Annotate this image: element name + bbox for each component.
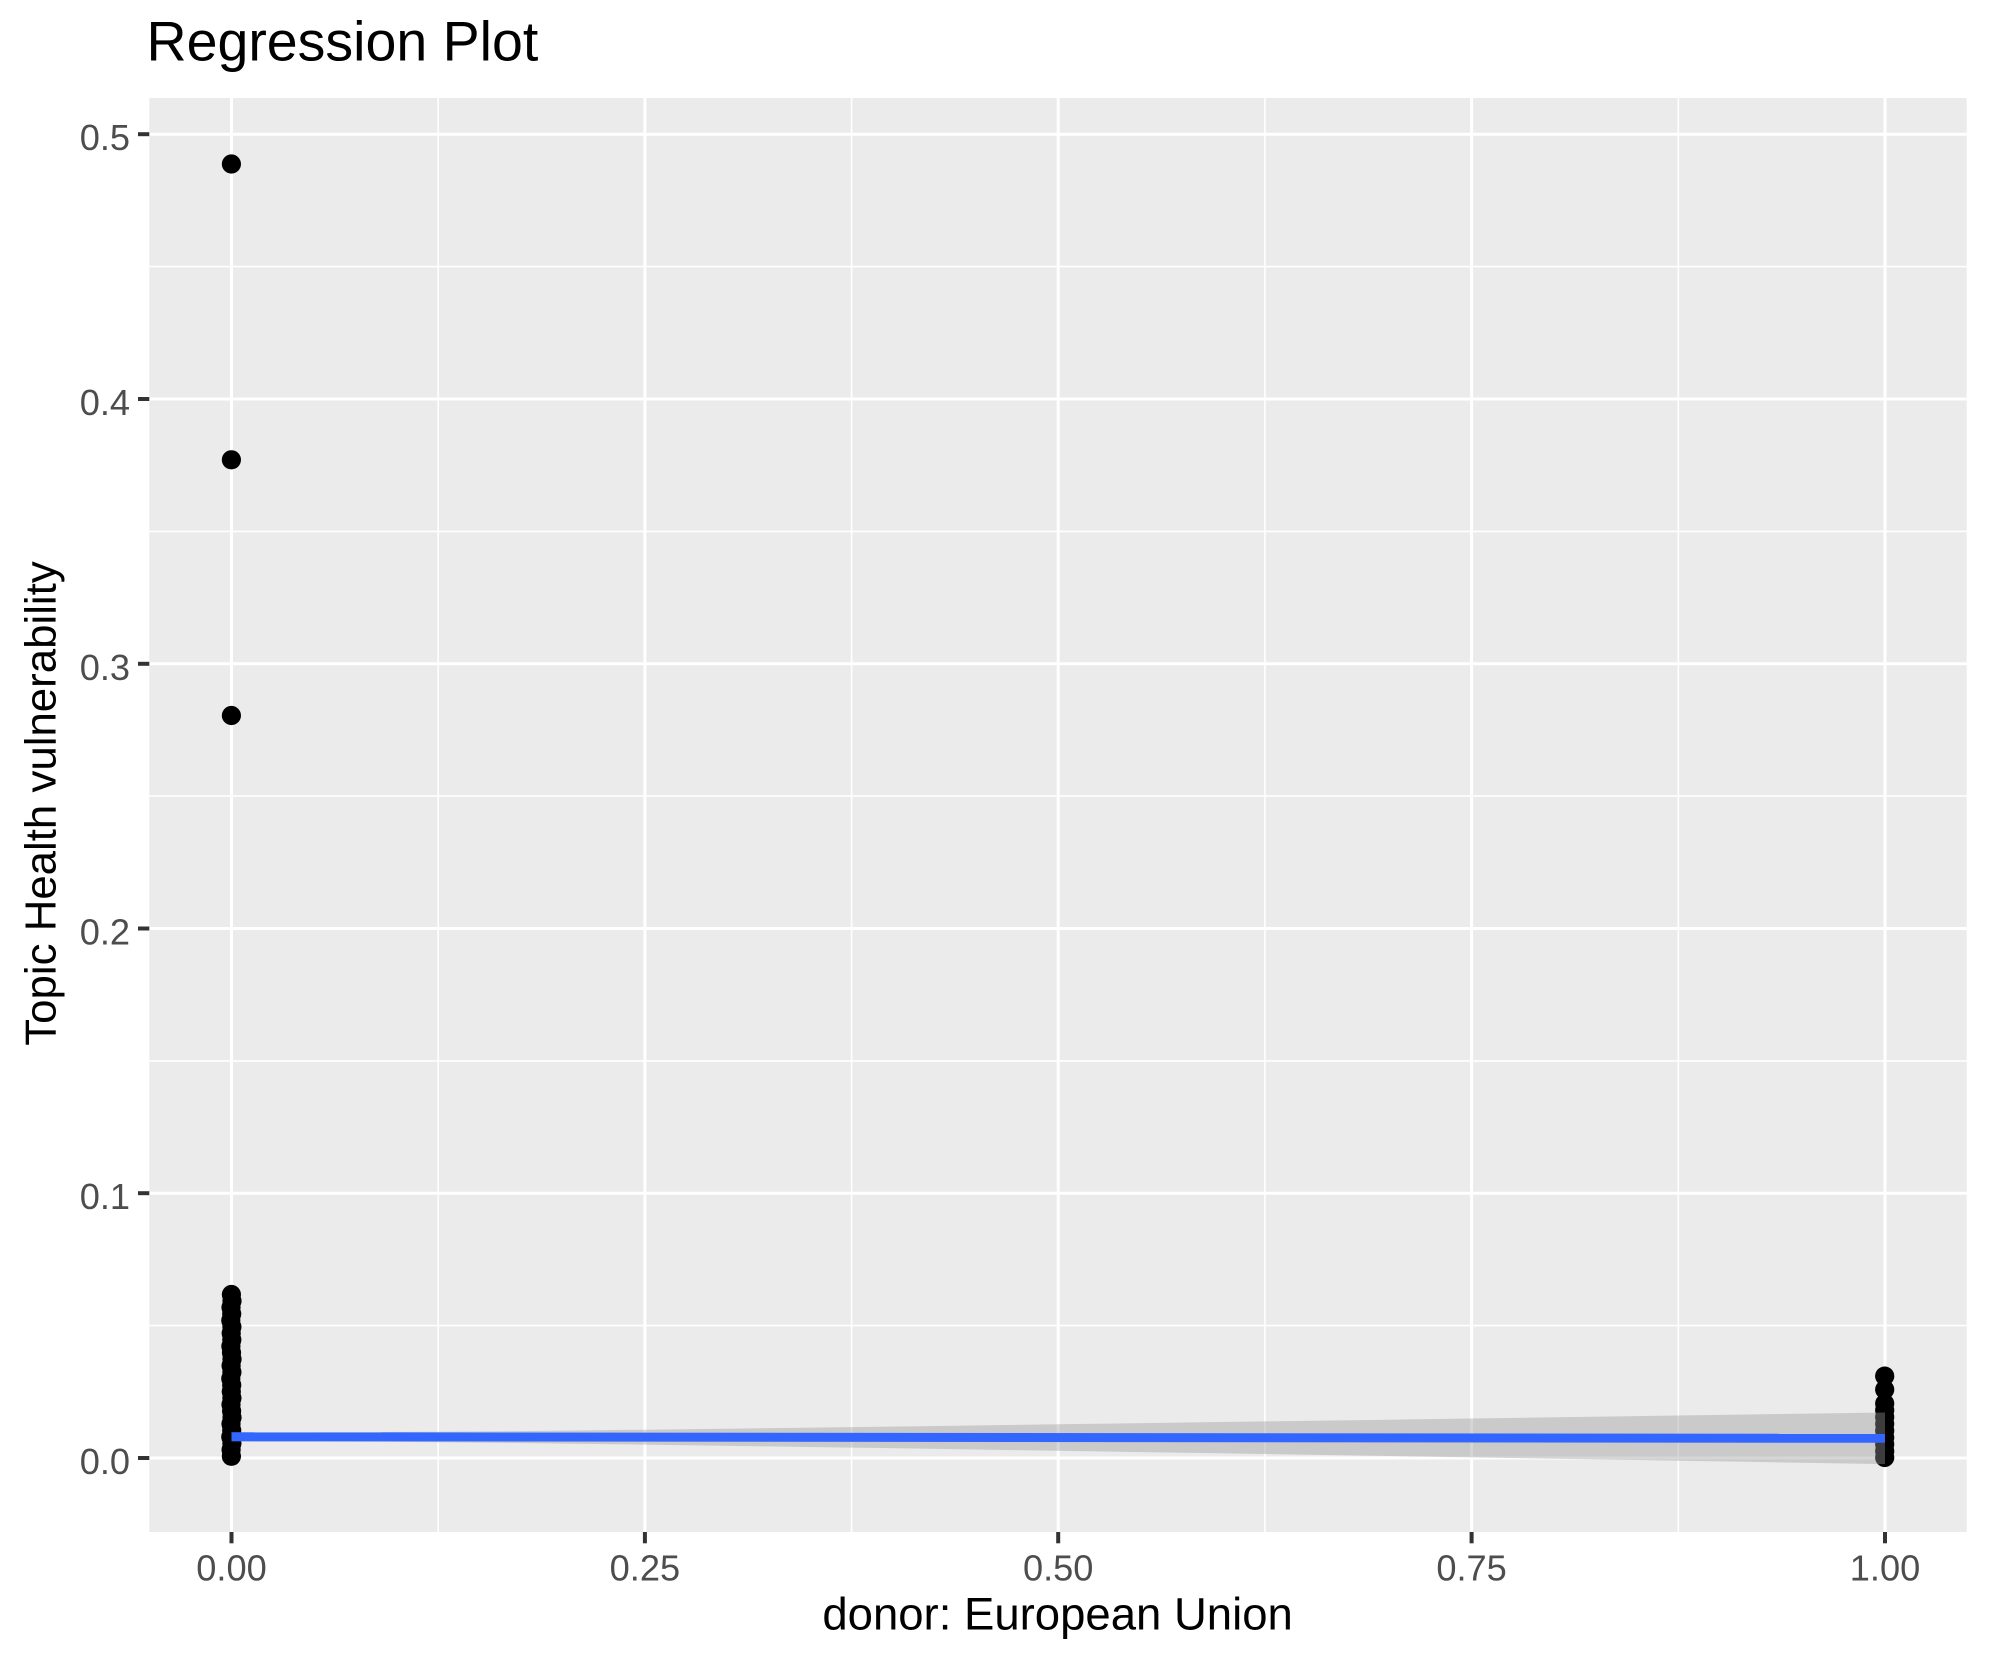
svg-text:0.50: 0.50 <box>1023 1547 1093 1588</box>
svg-text:0.5: 0.5 <box>80 117 130 158</box>
svg-text:0.4: 0.4 <box>80 382 130 423</box>
svg-text:1.00: 1.00 <box>1850 1547 1920 1588</box>
svg-text:0.2: 0.2 <box>80 912 130 953</box>
svg-text:donor: European Union: donor: European Union <box>822 1589 1293 1640</box>
svg-text:Topic Health vulnerability: Topic Health vulnerability <box>17 561 66 1046</box>
svg-text:0.25: 0.25 <box>610 1547 680 1588</box>
svg-text:0.00: 0.00 <box>196 1547 266 1588</box>
svg-text:0.3: 0.3 <box>80 647 130 688</box>
svg-text:0.75: 0.75 <box>1436 1547 1506 1588</box>
svg-text:0.1: 0.1 <box>80 1176 130 1217</box>
svg-text:Regression Plot: Regression Plot <box>147 11 539 73</box>
svg-text:0.0: 0.0 <box>80 1441 130 1482</box>
